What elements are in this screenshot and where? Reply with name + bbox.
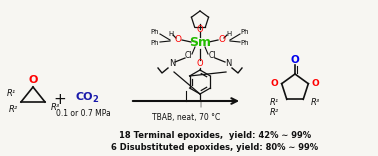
Text: H: H — [226, 31, 232, 37]
Text: Ph: Ph — [241, 40, 249, 46]
Text: O: O — [197, 24, 203, 34]
Text: R²: R² — [8, 105, 18, 115]
Text: O: O — [197, 59, 203, 68]
Text: Cl: Cl — [208, 51, 216, 61]
Text: O: O — [175, 34, 181, 44]
Text: R¹: R¹ — [6, 90, 15, 98]
Text: O: O — [311, 79, 319, 88]
Text: O: O — [291, 55, 299, 65]
Text: 2: 2 — [92, 95, 98, 105]
Text: 18 Terminal epoxides,  yield: 42% ∼ 99%: 18 Terminal epoxides, yield: 42% ∼ 99% — [119, 131, 311, 139]
Text: O: O — [271, 79, 279, 88]
Text: H: H — [168, 31, 174, 37]
Text: Ph: Ph — [151, 40, 159, 46]
Text: N: N — [169, 59, 175, 68]
Text: R³: R³ — [50, 102, 60, 112]
Text: +: + — [54, 93, 67, 107]
Text: Ph: Ph — [151, 29, 159, 35]
Text: 6 Disubstituted epoxides, yield: 80% ∼ 99%: 6 Disubstituted epoxides, yield: 80% ∼ 9… — [112, 144, 319, 153]
Text: TBAB, neat, 70 °C: TBAB, neat, 70 °C — [152, 113, 220, 122]
Text: O: O — [218, 34, 226, 44]
Text: R²: R² — [270, 108, 279, 117]
Text: R³: R³ — [311, 98, 321, 107]
Text: Cl: Cl — [184, 51, 192, 61]
Text: Ph: Ph — [241, 29, 249, 35]
Text: 0.1 or 0.7 MPa: 0.1 or 0.7 MPa — [56, 109, 110, 117]
Text: R¹: R¹ — [270, 98, 279, 107]
Text: Sm: Sm — [189, 36, 211, 49]
Text: O: O — [28, 75, 38, 85]
Text: |: | — [199, 101, 201, 107]
Text: N: N — [225, 59, 231, 68]
Text: CO: CO — [75, 92, 93, 102]
